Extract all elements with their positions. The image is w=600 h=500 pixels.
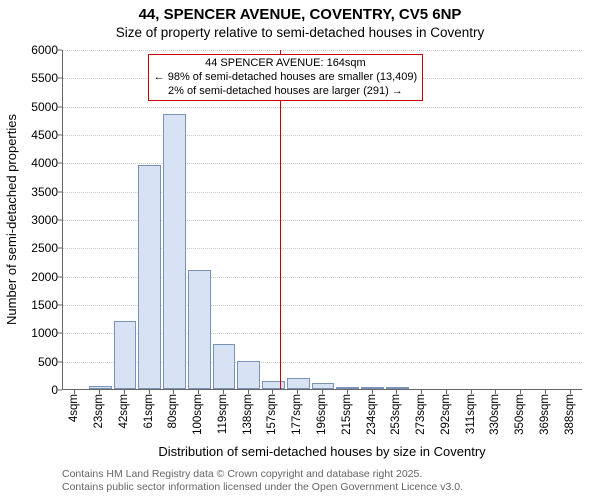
x-tick-mark bbox=[471, 390, 472, 394]
x-tick-mark bbox=[396, 390, 397, 394]
x-tick-label: 253sqm bbox=[390, 394, 402, 435]
histogram-bar bbox=[114, 321, 137, 389]
x-tick-mark bbox=[248, 390, 249, 394]
histogram-bar bbox=[163, 114, 186, 389]
x-tick-label: 100sqm bbox=[192, 394, 204, 435]
footer-attribution: Contains HM Land Registry data © Crown c… bbox=[62, 468, 463, 494]
x-tick-label: 177sqm bbox=[291, 394, 303, 435]
gridline bbox=[63, 107, 582, 108]
gridline bbox=[63, 135, 582, 136]
x-tick-mark bbox=[198, 390, 199, 394]
x-tick-label: 273sqm bbox=[415, 394, 427, 435]
histogram-bar bbox=[287, 378, 310, 389]
x-tick-mark bbox=[297, 390, 298, 394]
histogram-bar bbox=[138, 165, 161, 389]
x-tick-mark bbox=[173, 390, 174, 394]
x-tick-mark bbox=[223, 390, 224, 394]
histogram-bar bbox=[361, 387, 384, 389]
x-tick-mark bbox=[495, 390, 496, 394]
x-tick-mark bbox=[570, 390, 571, 394]
histogram-bar bbox=[89, 386, 112, 389]
callout-line1: 44 SPENCER AVENUE: 164sqm bbox=[154, 57, 418, 71]
histogram-bar bbox=[213, 344, 236, 389]
x-tick-mark bbox=[322, 390, 323, 394]
chart-title-sub: Size of property relative to semi-detach… bbox=[0, 25, 600, 40]
histogram-bar bbox=[386, 387, 409, 389]
x-tick-label: 42sqm bbox=[118, 394, 130, 429]
y-tick-label: 5500 bbox=[0, 71, 58, 85]
y-tick-label: 0 bbox=[0, 383, 58, 397]
x-tick-mark bbox=[545, 390, 546, 394]
x-tick-label: 388sqm bbox=[564, 394, 576, 435]
chart-title-main: 44, SPENCER AVENUE, COVENTRY, CV5 6NP bbox=[0, 6, 600, 23]
histogram-bar bbox=[188, 270, 211, 389]
gridline bbox=[63, 163, 582, 164]
y-tick-label: 500 bbox=[0, 355, 58, 369]
x-tick-mark bbox=[421, 390, 422, 394]
reference-callout: 44 SPENCER AVENUE: 164sqm ← 98% of semi-… bbox=[148, 54, 424, 101]
x-tick-mark bbox=[372, 390, 373, 394]
x-tick-mark bbox=[347, 390, 348, 394]
y-tick-label: 1500 bbox=[0, 298, 58, 312]
x-tick-mark bbox=[99, 390, 100, 394]
x-tick-label: 330sqm bbox=[489, 394, 501, 435]
x-tick-label: 292sqm bbox=[440, 394, 452, 435]
y-tick-label: 4500 bbox=[0, 128, 58, 142]
callout-line3: 2% of semi-detached houses are larger (2… bbox=[154, 85, 418, 99]
x-tick-label: 234sqm bbox=[366, 394, 378, 435]
x-tick-label: 119sqm bbox=[217, 394, 229, 434]
x-tick-label: 157sqm bbox=[266, 394, 278, 435]
histogram-bar bbox=[237, 361, 260, 389]
y-tick-label: 3500 bbox=[0, 185, 58, 199]
histogram-bar bbox=[312, 383, 335, 389]
plot-area: 44 SPENCER AVENUE: 164sqm ← 98% of semi-… bbox=[62, 50, 582, 390]
y-tick-label: 6000 bbox=[0, 43, 58, 57]
x-tick-mark bbox=[149, 390, 150, 394]
histogram-bar bbox=[262, 381, 285, 390]
x-tick-mark bbox=[520, 390, 521, 394]
footer-line2: Contains public sector information licen… bbox=[62, 481, 463, 494]
y-tick-label: 3000 bbox=[0, 213, 58, 227]
x-tick-label: 369sqm bbox=[539, 394, 551, 435]
y-tick-label: 4000 bbox=[0, 156, 58, 170]
x-tick-mark bbox=[446, 390, 447, 394]
y-tick-label: 2000 bbox=[0, 270, 58, 284]
y-tick-label: 5000 bbox=[0, 100, 58, 114]
x-tick-label: 350sqm bbox=[514, 394, 526, 435]
x-tick-label: 4sqm bbox=[68, 394, 80, 422]
x-tick-label: 61sqm bbox=[143, 394, 155, 429]
x-tick-mark bbox=[272, 390, 273, 394]
footer-line1: Contains HM Land Registry data © Crown c… bbox=[62, 468, 463, 481]
x-tick-mark bbox=[124, 390, 125, 394]
x-tick-mark bbox=[74, 390, 75, 394]
gridline bbox=[63, 50, 582, 51]
x-tick-label: 23sqm bbox=[93, 394, 105, 429]
x-tick-label: 215sqm bbox=[341, 394, 353, 435]
callout-line2: ← 98% of semi-detached houses are smalle… bbox=[154, 71, 418, 85]
x-tick-label: 311sqm bbox=[465, 394, 477, 434]
y-tick-label: 1000 bbox=[0, 326, 58, 340]
y-tick-label: 2500 bbox=[0, 241, 58, 255]
histogram-bar bbox=[336, 387, 359, 389]
x-tick-label: 138sqm bbox=[242, 394, 254, 435]
x-axis-label: Distribution of semi-detached houses by … bbox=[62, 444, 582, 459]
x-tick-label: 196sqm bbox=[316, 394, 328, 435]
x-tick-label: 80sqm bbox=[167, 394, 179, 429]
